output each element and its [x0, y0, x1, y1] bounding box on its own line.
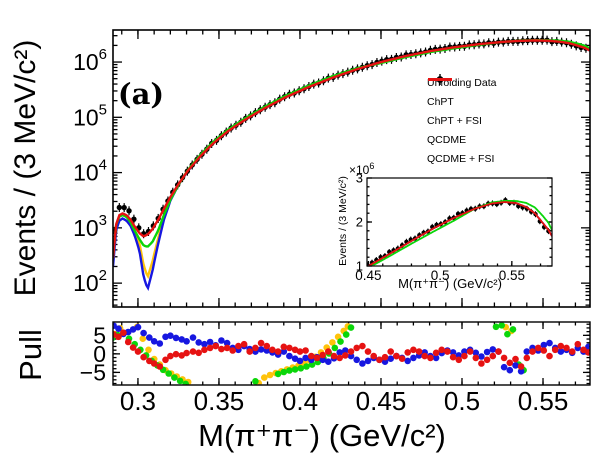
legend-label: QCDME	[427, 133, 467, 146]
x-tick-label: 0.5	[444, 386, 480, 416]
inset-scale-exponent: 6	[369, 161, 375, 171]
inset-x-tick-label: 0.55	[499, 268, 525, 283]
pull-y-tick-label: 0	[93, 341, 106, 367]
pull-y-tick-label: 5	[93, 322, 106, 348]
inset-scale-mantissa: ×10	[349, 163, 370, 177]
x-axis-title: M(π⁺π⁻) (GeV/c²)	[198, 418, 446, 453]
legend-label: QCDME + FSI	[427, 152, 495, 165]
x-tick-label: 0.45	[356, 386, 407, 416]
pull-y-tick-label: −5	[80, 359, 106, 385]
pull-y-axis-title: Pull	[13, 329, 48, 381]
inset-y-axis-title: Events / (3 MeV/c²)	[337, 176, 349, 266]
x-tick-label: 0.35	[194, 386, 245, 416]
inset-y-tick-label: 3	[356, 171, 363, 186]
legend-label: ChPT + FSI	[427, 114, 482, 127]
legend-label: ChPT	[427, 95, 454, 108]
legend: Unfolding Data ChPT ChPT + FSI QCDME QCD…	[427, 73, 496, 168]
inset-y-tick-label: 2	[356, 215, 363, 230]
inset-x-axis-title: M(π⁺π⁻) (GeV/c²)	[398, 276, 502, 291]
main-y-axis-title: Events / (3 MeV/c²)	[9, 39, 42, 297]
legend-item-chpt: ChPT	[427, 78, 496, 111]
inset-x-tick-label: 0.5	[431, 268, 450, 283]
legend-item-chpt-fsi: ChPT + FSI	[427, 78, 496, 130]
inset-x-tick-label: 0.45	[355, 268, 381, 283]
legend-item-qcdme: QCDME	[427, 78, 496, 149]
line-marker-icon	[428, 78, 452, 81]
inset-scale-label: ×106	[349, 161, 374, 177]
panel-label: (a)	[117, 77, 165, 111]
x-tick-label: 0.4	[282, 386, 318, 416]
x-tick-label: 0.3	[120, 386, 156, 416]
legend-item-qcdme-fsi: QCDME + FSI	[427, 78, 496, 168]
x-tick-label: 0.55	[518, 386, 569, 416]
inset-y-tick-label: 1	[356, 259, 363, 274]
